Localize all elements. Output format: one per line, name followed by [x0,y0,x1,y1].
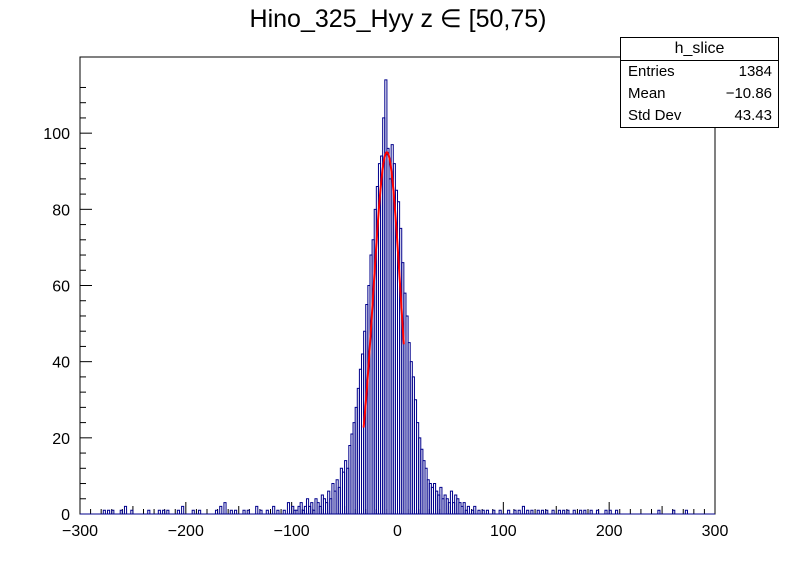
stats-stddev-label: Std Dev [628,107,682,124]
histogram-bin [517,509,521,514]
histogram-bin [246,509,250,514]
x-tick-label: −300 [62,523,98,540]
histogram-bin [299,502,303,514]
histogram-bin [119,509,123,514]
histogram-bin [107,509,111,514]
histogram-bin [157,509,161,514]
histogram-bin [166,509,170,514]
y-tick-label: 80 [52,202,70,219]
stats-row-stddev: Std Dev 43.43 [621,105,778,127]
histogram-bin [286,502,291,514]
histogram-bin [562,509,566,514]
histogram-bin [214,509,219,514]
histogram-bin [265,509,269,514]
histogram-bin [507,509,511,514]
histogram-bin [111,509,115,514]
histogram-bin [513,509,517,514]
histogram-bin [579,509,583,514]
histogram-bin [657,509,661,514]
stats-box: h_slice Entries 1384 Mean −10.86 Std Dev… [620,37,779,128]
histogram-bin [485,509,490,514]
chart-title: Hino_325_Hyy z ∈ [50,75) [249,5,547,33]
histogram-bin [530,509,534,514]
histogram-bin [223,502,227,514]
histogram-bin [234,509,238,514]
histogram-bin [684,509,688,514]
x-tick-label: −200 [168,523,204,540]
x-tick-label: 200 [596,523,623,540]
histogram-bin [198,509,202,514]
histogram-bin [672,509,676,514]
histogram-bin [102,509,106,514]
histogram-bin [615,509,619,514]
histogram-bin [572,509,576,514]
histogram-bin [473,505,477,514]
histogram-bin [557,509,561,514]
y-tick-label: 40 [52,355,70,372]
histogram-bin [477,509,481,514]
x-tick-label: 100 [490,523,517,540]
histogram-bin [604,509,608,514]
stats-title: h_slice [621,38,778,61]
x-tick-label: 0 [393,523,402,540]
histogram-bin [162,509,166,514]
histogram-bin [191,509,195,514]
y-tick-label: 100 [43,126,70,143]
y-tick-label: 60 [52,279,70,296]
histogram-bin [540,509,545,514]
histogram-bin [589,509,593,514]
stats-stddev-value: 43.43 [734,107,772,124]
histogram-bin [521,505,525,514]
y-tick-label: 20 [52,431,70,448]
histogram-bin [583,509,587,514]
stats-row-mean: Mean −10.86 [621,83,778,105]
gaussian-fit-line [362,151,405,428]
histogram-bin [608,509,612,514]
stats-mean-label: Mean [628,85,666,102]
stats-entries-label: Entries [628,63,675,80]
histogram-bin [551,509,555,514]
histogram-bin [526,509,530,514]
histogram-bin [255,505,259,514]
x-tick-label: −100 [274,523,310,540]
histogram-bin [282,509,286,514]
stats-row-entries: Entries 1384 [621,61,778,83]
histogram-bin [130,509,134,514]
histogram-bin [229,509,233,514]
histogram-bin [481,509,485,514]
histogram-bin [536,509,540,514]
histogram-bin [181,505,185,514]
histogram-bin [242,509,246,514]
y-tick-label: 0 [61,507,70,524]
histogram-bin [276,509,280,514]
histogram-bin [310,502,314,514]
histogram-bin [272,505,276,514]
histogram-bin [123,505,128,514]
stats-mean-value: −10.86 [725,85,772,102]
stats-entries-value: 1384 [738,63,772,80]
histogram-bin [462,502,466,514]
histogram-bin [595,509,600,514]
histogram-bin [566,509,570,514]
histogram-bin [492,509,496,514]
histogram-bin [466,505,470,514]
histogram-bin [545,509,549,514]
histogram-bin [219,505,223,514]
histogram-bin [176,509,180,514]
histogram-bin [259,509,263,514]
x-tick-label: 300 [702,523,729,540]
histogram-bin [498,509,502,514]
histogram-bin [147,509,151,514]
